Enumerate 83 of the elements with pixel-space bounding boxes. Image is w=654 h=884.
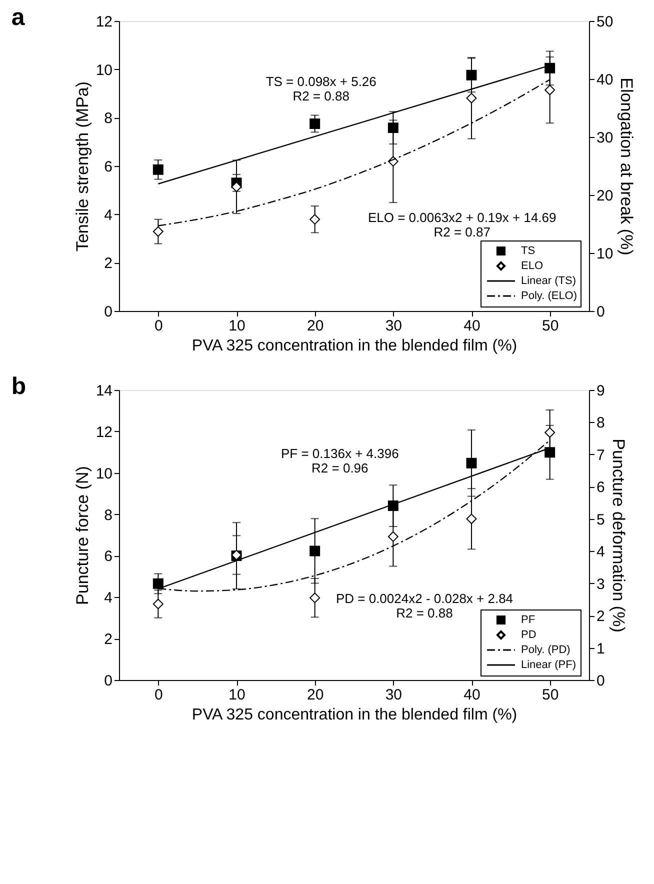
point [152, 598, 164, 610]
annotation: R2 = 0.88 [396, 605, 453, 620]
legend-label: Poly. (ELO) [521, 290, 578, 302]
y-tick-label: 4 [104, 206, 112, 224]
annotation: R2 = 0.96 [312, 460, 368, 476]
y2-axis-title: Puncture deformation (%) [608, 438, 628, 632]
y2-tick-label: 0 [596, 304, 605, 320]
x-tick-label: 20 [306, 318, 324, 334]
y-tick-label: 10 [96, 62, 112, 79]
y-axis-title: Puncture force (N) [72, 466, 92, 605]
point [466, 458, 477, 468]
annotation: TS = 0.098x + 5.26 [266, 74, 376, 89]
annotation: ELO = 0.0063x2 + 0.19x + 14.69 [368, 210, 556, 226]
point [310, 214, 320, 225]
y-tick-label: 14 [96, 382, 112, 400]
legend-label: TS [521, 245, 536, 257]
legend-label: PF [521, 614, 536, 626]
x-tick-label: 20 [306, 686, 324, 704]
y2-tick-label: 5 [596, 511, 605, 528]
x-tick-label: 10 [228, 318, 246, 334]
point [310, 118, 320, 129]
y2-tick-label: 10 [596, 246, 614, 262]
x-tick-label: 0 [154, 318, 163, 334]
y2-tick-label: 1 [596, 640, 605, 658]
x-axis-title: PVA 325 concentration in the blended film (%) [192, 338, 518, 354]
y2-tick-label: 50 [596, 14, 614, 30]
y-tick-label: 2 [104, 255, 112, 272]
y-tick-label: 12 [96, 14, 112, 30]
y2-tick-label: 7 [596, 446, 605, 464]
x-tick-label: 30 [385, 686, 402, 704]
y-tick-label: 8 [104, 506, 112, 524]
legend-label: Linear (PF) [521, 659, 576, 671]
point [310, 546, 320, 556]
point [388, 531, 398, 542]
y2-tick-label: 20 [596, 188, 614, 204]
y2-tick-label: 30 [596, 130, 614, 146]
y2-tick-label: 6 [596, 479, 605, 496]
point [544, 427, 556, 438]
legend-label: ELO [521, 260, 544, 272]
y-tick-label: 6 [104, 548, 112, 566]
annotation: R2 = 0.88 [292, 88, 350, 104]
chart-title: b [11, 373, 26, 400]
y2-tick-label: 3 [596, 576, 605, 593]
annotation: R2 = 0.87 [434, 224, 490, 240]
x-tick-label: 40 [464, 318, 480, 334]
y2-tick-label: 40 [596, 72, 614, 88]
legend-label: Linear (TS) [521, 275, 576, 287]
y2-tick-label: 2 [596, 608, 605, 626]
point [152, 164, 164, 175]
chart-title: a [11, 4, 26, 31]
point [152, 578, 164, 589]
x-tick-label: 50 [542, 318, 559, 334]
x-tick-label: 0 [154, 686, 163, 704]
point [466, 92, 477, 104]
annotation: PF = 0.136x + 4.396 [280, 446, 399, 461]
x-axis-title: PVA 325 concentration in the blended film (%) [192, 706, 518, 724]
y-tick-label: 10 [96, 465, 112, 482]
y-tick-label: 6 [104, 158, 112, 176]
point [310, 592, 320, 604]
x-tick-label: 30 [385, 318, 402, 334]
y2-tick-label: 8 [596, 414, 605, 432]
y2-tick-label: 0 [596, 672, 605, 690]
y-tick-label: 2 [104, 631, 112, 648]
point [544, 84, 556, 96]
x-tick-label: 10 [228, 686, 246, 704]
annotation: PD = 0.0024x2 - 0.028x + 2.84 [336, 590, 514, 606]
y-tick-label: 0 [104, 304, 112, 320]
x-tick-label: 50 [542, 686, 559, 704]
y-tick-label: 8 [104, 110, 112, 128]
y-tick-label: 4 [104, 590, 112, 607]
y2-tick-label: 4 [596, 544, 605, 561]
legend-label: PD [521, 629, 536, 641]
y2-axis-title: Elongation at break (%) [617, 78, 636, 256]
point [388, 122, 398, 134]
point [231, 182, 242, 192]
y-tick-label: 12 [96, 424, 112, 441]
point [152, 226, 164, 237]
y2-tick-label: 9 [596, 382, 605, 400]
y-axis-title: Tensile strength (MPa) [72, 81, 92, 252]
legend-label: Poly. (PD) [521, 644, 570, 656]
y-tick-label: 0 [104, 672, 112, 690]
x-tick-label: 40 [464, 686, 480, 704]
point [466, 514, 477, 524]
